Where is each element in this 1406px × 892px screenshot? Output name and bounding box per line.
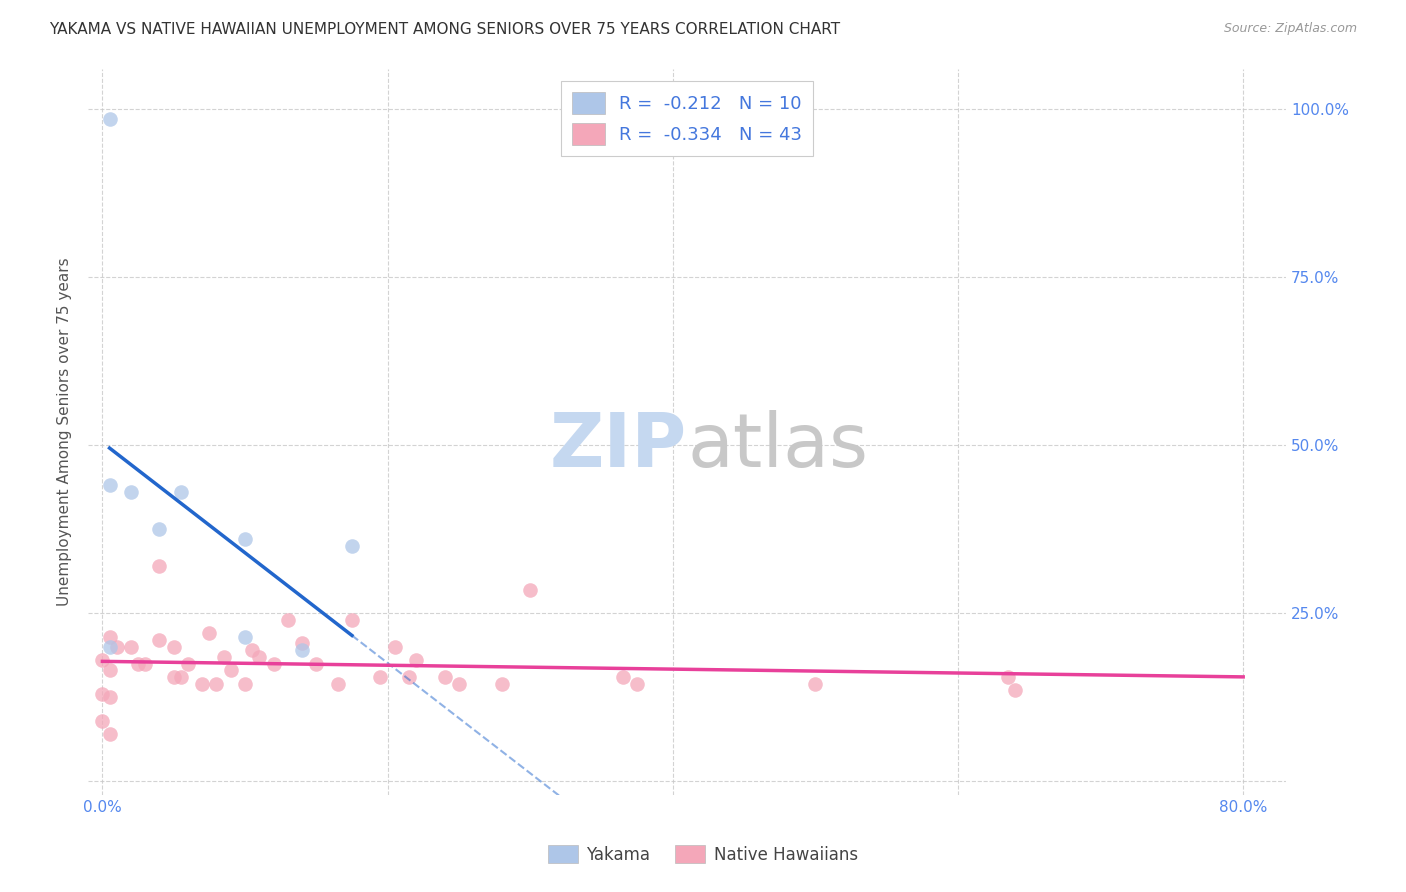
Point	[291, 643, 314, 657]
Point	[291, 636, 314, 650]
Point	[98, 478, 121, 492]
Point	[433, 670, 456, 684]
Text: atlas: atlas	[688, 409, 868, 483]
Point	[98, 663, 121, 677]
Point	[127, 657, 149, 671]
Point	[170, 670, 193, 684]
Point	[384, 640, 406, 654]
Point	[405, 653, 427, 667]
Point	[370, 670, 392, 684]
Point	[98, 727, 121, 741]
Point	[98, 690, 121, 705]
Point	[170, 485, 193, 500]
Point	[98, 640, 121, 654]
Point	[91, 653, 114, 667]
Point	[233, 677, 256, 691]
Point	[198, 626, 221, 640]
Point	[205, 677, 228, 691]
Point	[519, 582, 541, 597]
Point	[997, 670, 1019, 684]
Point	[326, 677, 349, 691]
Point	[305, 657, 328, 671]
Point	[447, 677, 470, 691]
Point	[398, 670, 420, 684]
Point	[98, 630, 121, 644]
Point	[233, 532, 256, 546]
Point	[134, 657, 156, 671]
Text: YAKAMA VS NATIVE HAWAIIAN UNEMPLOYMENT AMONG SENIORS OVER 75 YEARS CORRELATION C: YAKAMA VS NATIVE HAWAIIAN UNEMPLOYMENT A…	[49, 22, 841, 37]
Point	[98, 112, 121, 126]
Point	[804, 677, 827, 691]
Point	[91, 687, 114, 701]
Point	[191, 677, 214, 691]
Legend: Yakama, Native Hawaiians: Yakama, Native Hawaiians	[541, 838, 865, 871]
Text: Source: ZipAtlas.com: Source: ZipAtlas.com	[1223, 22, 1357, 36]
Point	[340, 613, 363, 627]
Legend: R =  -0.212   N = 10, R =  -0.334   N = 43: R = -0.212 N = 10, R = -0.334 N = 43	[561, 81, 813, 156]
Point	[91, 714, 114, 728]
Text: ZIP: ZIP	[550, 409, 688, 483]
Point	[163, 670, 186, 684]
Point	[219, 663, 242, 677]
Point	[491, 677, 513, 691]
Point	[612, 670, 634, 684]
Point	[163, 640, 186, 654]
Point	[240, 643, 263, 657]
Point	[340, 539, 363, 553]
Point	[177, 657, 200, 671]
Point	[148, 522, 170, 536]
Point	[148, 633, 170, 648]
Point	[120, 640, 142, 654]
Point	[148, 559, 170, 574]
Y-axis label: Unemployment Among Seniors over 75 years: Unemployment Among Seniors over 75 years	[58, 257, 72, 606]
Point	[212, 649, 235, 664]
Point	[105, 640, 128, 654]
Point	[247, 649, 270, 664]
Point	[277, 613, 299, 627]
Point	[1004, 683, 1026, 698]
Point	[626, 677, 648, 691]
Point	[233, 630, 256, 644]
Point	[120, 485, 142, 500]
Point	[263, 657, 285, 671]
